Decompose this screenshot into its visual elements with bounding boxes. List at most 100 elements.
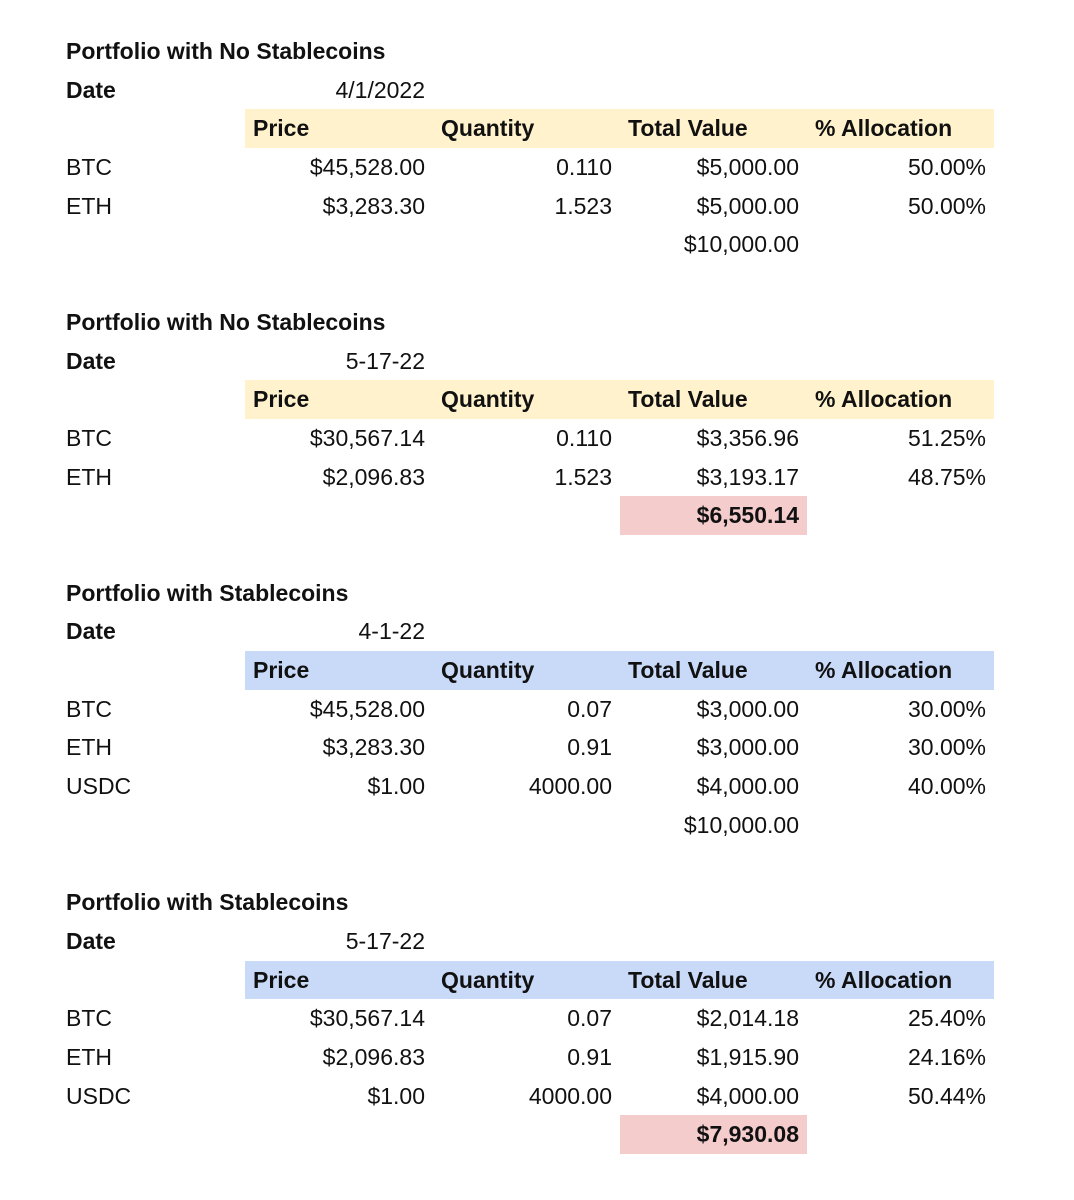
portfolio-total: $10,000.00 <box>683 811 799 838</box>
quantity-cell: 1.523 <box>554 192 612 219</box>
price-cell: $45,528.00 <box>309 695 425 722</box>
quantity-cell: 1.523 <box>554 463 612 490</box>
total-value-cell: $3,000.00 <box>696 695 799 722</box>
header-quantity: Quantity <box>441 115 535 142</box>
allocation-cell: 30.00% <box>907 695 986 722</box>
header-quantity: Quantity <box>441 657 535 683</box>
portfolio-total: $10,000.00 <box>683 231 799 258</box>
quantity-cell: 0.110 <box>556 424 612 451</box>
total-row: $10,000.00 <box>0 225 1074 264</box>
header-total-value: Total Value <box>628 115 748 142</box>
allocation-cell: 30.00% <box>907 734 986 761</box>
table-row: ETH $3,283.30 1.523 $5,000.00 50.00% <box>0 187 1074 226</box>
table-row: BTC $45,528.00 0.110 $5,000.00 50.00% <box>0 148 1074 187</box>
date-label: Date <box>66 927 116 954</box>
asset-name: ETH <box>66 734 112 761</box>
price-cell: $3,283.30 <box>322 734 425 761</box>
header-price: Price <box>253 115 310 142</box>
total-value-cell: $2,014.18 <box>696 1005 799 1032</box>
allocation-cell: 48.75% <box>907 463 986 490</box>
price-cell: $3,283.30 <box>322 192 425 219</box>
table-row: ETH $2,096.83 1.523 $3,193.17 48.75% <box>0 458 1074 497</box>
price-cell: $2,096.83 <box>322 1043 425 1070</box>
asset-name: BTC <box>66 424 112 451</box>
header-row: Price Quantity Total Value % Allocation <box>0 380 1074 419</box>
price-cell: $30,567.14 <box>309 424 425 451</box>
asset-name: ETH <box>66 1043 112 1070</box>
asset-name: ETH <box>66 463 112 490</box>
table-row: BTC $30,567.14 0.07 $2,014.18 25.40% <box>0 999 1074 1038</box>
allocation-cell: 50.00% <box>907 192 986 219</box>
table-row: BTC $30,567.14 0.110 $3,356.96 51.25% <box>0 419 1074 458</box>
header-price: Price <box>253 966 310 993</box>
header-price: Price <box>253 657 310 683</box>
price-cell: $30,567.14 <box>309 1005 425 1032</box>
table-row: USDC $1.00 4000.00 $4,000.00 40.00% <box>0 767 1074 806</box>
header-row: Price Quantity Total Value % Allocation <box>0 109 1074 149</box>
date-value: 4-1-22 <box>358 618 425 645</box>
asset-name: ETH <box>66 192 112 219</box>
quantity-cell: 0.91 <box>567 1043 612 1070</box>
quantity-cell: 0.07 <box>567 695 612 722</box>
total-value-cell: $3,193.17 <box>696 463 799 490</box>
total-row: $7,930.08 <box>0 1115 1074 1154</box>
table-row: ETH $3,283.30 0.91 $3,000.00 30.00% <box>0 728 1074 767</box>
header-band <box>245 380 994 419</box>
allocation-cell: 40.00% <box>907 773 986 800</box>
total-row: $6,550.14 <box>0 496 1074 535</box>
portfolio-section: Portfolio with Stablecoins Date 5-17-22 … <box>0 883 1074 1154</box>
date-value: 5-17-22 <box>345 927 425 954</box>
date-label: Date <box>66 76 116 103</box>
date-label: Date <box>66 618 116 645</box>
spreadsheet: Portfolio with No Stablecoins Date 4/1/2… <box>0 32 1074 1154</box>
table-row: USDC $1.00 4000.00 $4,000.00 50.44% <box>0 1077 1074 1116</box>
quantity-cell: 0.110 <box>556 154 612 181</box>
asset-name: USDC <box>66 773 132 800</box>
date-value: 5-17-22 <box>345 347 425 374</box>
allocation-cell: 24.16% <box>907 1043 986 1070</box>
header-band <box>245 960 994 1000</box>
total-value-cell: $5,000.00 <box>696 192 799 219</box>
header-total-value: Total Value <box>628 966 748 993</box>
total-value-cell: $3,356.96 <box>696 424 799 451</box>
header-allocation: % Allocation <box>815 115 953 142</box>
header-band <box>245 651 994 690</box>
header-allocation: % Allocation <box>815 966 953 993</box>
price-cell: $2,096.83 <box>322 463 425 490</box>
table-row: ETH $2,096.83 0.91 $1,915.90 24.16% <box>0 1038 1074 1077</box>
asset-name: USDC <box>66 1082 132 1109</box>
section-title: Portfolio with Stablecoins <box>66 579 349 606</box>
header-row: Price Quantity Total Value % Allocation <box>0 960 1074 1000</box>
total-value-cell: $4,000.00 <box>696 773 799 800</box>
total-value-cell: $1,915.90 <box>696 1043 799 1070</box>
allocation-cell: 51.25% <box>907 424 986 451</box>
quantity-cell: 4000.00 <box>528 1082 612 1109</box>
asset-name: BTC <box>66 1005 112 1032</box>
portfolio-total-highlighted: $7,930.08 <box>620 1115 807 1154</box>
header-total-value: Total Value <box>628 386 748 413</box>
total-value-cell: $5,000.00 <box>696 154 799 181</box>
portfolio-section: Portfolio with No Stablecoins Date 4/1/2… <box>0 32 1074 303</box>
section-title: Portfolio with No Stablecoins <box>66 38 386 64</box>
portfolio-section: Portfolio with Stablecoins Date 4-1-22 P… <box>0 574 1074 884</box>
header-total-value: Total Value <box>628 657 748 683</box>
header-row: Price Quantity Total Value % Allocation <box>0 651 1074 690</box>
date-value: 4/1/2022 <box>335 76 425 103</box>
section-title: Portfolio with No Stablecoins <box>66 308 386 335</box>
total-row: $10,000.00 <box>0 806 1074 845</box>
total-value-cell: $4,000.00 <box>696 1082 799 1109</box>
portfolio-section: Portfolio with No Stablecoins Date 5-17-… <box>0 303 1074 574</box>
price-cell: $1.00 <box>367 1082 425 1109</box>
asset-name: BTC <box>66 154 112 181</box>
price-cell: $45,528.00 <box>309 154 425 181</box>
allocation-cell: 50.00% <box>907 154 986 181</box>
table-row: BTC $45,528.00 0.07 $3,000.00 30.00% <box>0 690 1074 729</box>
asset-name: BTC <box>66 695 112 722</box>
portfolio-total-highlighted: $6,550.14 <box>620 496 807 535</box>
header-quantity: Quantity <box>441 966 535 993</box>
quantity-cell: 0.07 <box>567 1005 612 1032</box>
header-quantity: Quantity <box>441 386 535 413</box>
date-label: Date <box>66 347 116 374</box>
quantity-cell: 4000.00 <box>528 773 612 800</box>
header-allocation: % Allocation <box>815 386 953 413</box>
